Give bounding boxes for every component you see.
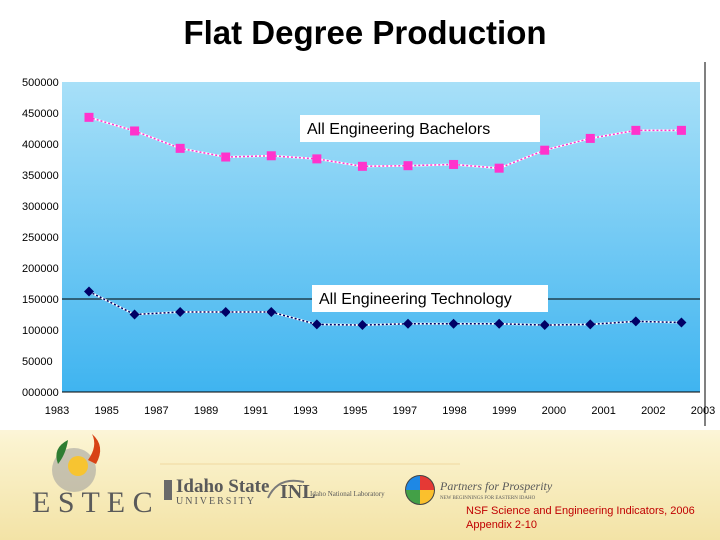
inl-name: Idaho National Laboratory bbox=[310, 490, 385, 498]
y-tick-label: 400000 bbox=[22, 139, 59, 151]
series-point-0 bbox=[403, 161, 413, 171]
series-point-0 bbox=[449, 159, 459, 169]
isu-logo: Idaho State UNIVERSITY bbox=[164, 476, 269, 507]
y-axis-ticks: 000000 50000 100000 150000 200000 250000 30000… bbox=[22, 77, 59, 399]
estec-logo: E S T E C bbox=[32, 434, 153, 519]
x-axis-ticks: 1983 1985 1987 1989 1991 1993 1995 1997 1998 1999… bbox=[45, 405, 715, 417]
series-layer bbox=[84, 112, 687, 331]
series-point-0 bbox=[221, 152, 231, 162]
estec-leaf-icon bbox=[56, 440, 68, 464]
series-point-1 bbox=[311, 319, 322, 330]
isu-emblem-icon bbox=[164, 480, 172, 500]
y-tick-label: 50000 bbox=[22, 356, 53, 368]
series-line-dashed-0 bbox=[88, 116, 682, 169]
series-point-0 bbox=[585, 133, 595, 143]
series-label-0: All Engineering Bachelors bbox=[307, 121, 490, 138]
partners-logo: Partners for Prosperity NEW BEGINNINGS F… bbox=[405, 475, 553, 505]
line-chart: 000000 50000 100000 150000 200000 250000 30000… bbox=[0, 60, 720, 430]
series-point-1 bbox=[494, 318, 505, 329]
y-tick-label: 300000 bbox=[22, 201, 59, 213]
series-point-0 bbox=[494, 163, 504, 173]
x-tick-label: 2000 bbox=[542, 405, 566, 417]
series-point-1 bbox=[585, 319, 596, 330]
x-tick-label: 1987 bbox=[144, 405, 168, 417]
isu-university: UNIVERSITY bbox=[176, 496, 256, 507]
inl-mark: INL bbox=[280, 481, 316, 503]
x-tick-label: 1983 bbox=[45, 405, 69, 417]
source-line-1: NSF Science and Engineering Indicators, … bbox=[466, 505, 695, 517]
y-tick-label: 450000 bbox=[22, 108, 59, 120]
x-tick-label: 1993 bbox=[293, 405, 317, 417]
series-point-1 bbox=[266, 307, 277, 318]
x-tick-label: 1995 bbox=[343, 405, 367, 417]
partners-quadrant-icon bbox=[420, 476, 434, 490]
source-line-2: Appendix 2-10 bbox=[466, 519, 537, 531]
estec-flame-icon bbox=[88, 434, 101, 464]
inl-swoosh-icon bbox=[267, 479, 305, 499]
series-point-1 bbox=[676, 317, 687, 328]
x-tick-label: 1991 bbox=[244, 405, 268, 417]
logo-bar: E S T E C Idaho State UNIVERSITY INL Ida… bbox=[32, 434, 553, 519]
series-point-1 bbox=[84, 286, 94, 297]
series-point-1 bbox=[403, 318, 413, 329]
series-point-1 bbox=[220, 307, 231, 318]
series-point-1 bbox=[630, 316, 641, 327]
y-tick-label: 500000 bbox=[22, 77, 59, 89]
partners-name: Partners for Prosperity bbox=[439, 479, 553, 493]
estec-wordmark: E S T E C bbox=[32, 486, 153, 519]
slide-title: Flat Degree Production bbox=[183, 14, 547, 51]
series-point-0 bbox=[266, 151, 276, 161]
y-tick-label: 250000 bbox=[22, 232, 59, 244]
y-tick-label: 100000 bbox=[22, 325, 59, 337]
estec-sun-icon bbox=[68, 456, 88, 476]
y-tick-label: 350000 bbox=[22, 170, 59, 182]
source-note: NSF Science and Engineering Indicators, … bbox=[466, 504, 695, 532]
series-point-1 bbox=[357, 320, 368, 331]
x-tick-label: 1985 bbox=[94, 405, 118, 417]
inl-logo: INL Idaho National Laboratory bbox=[267, 479, 385, 503]
series-line-dashed-1 bbox=[88, 290, 682, 326]
series-point-0 bbox=[540, 145, 550, 155]
annotations-layer: All Engineering Bachelors All Engineering… bbox=[300, 115, 548, 312]
x-tick-label: 1989 bbox=[194, 405, 218, 417]
series-point-0 bbox=[84, 112, 94, 122]
y-tick-label: 150000 bbox=[22, 294, 59, 306]
x-tick-label: 2001 bbox=[591, 405, 615, 417]
series-point-0 bbox=[357, 161, 367, 171]
series-label-box-0 bbox=[300, 115, 540, 142]
series-point-1 bbox=[129, 309, 140, 320]
partners-tagline: NEW BEGINNINGS FOR EASTERN IDAHO bbox=[440, 496, 536, 501]
series-label-box-1 bbox=[312, 285, 548, 312]
series-point-1 bbox=[539, 320, 550, 331]
x-tick-label: 2003 bbox=[691, 405, 715, 417]
partners-quadrant-icon-4 bbox=[406, 476, 420, 490]
series-point-0 bbox=[175, 143, 185, 153]
series-point-0 bbox=[631, 125, 641, 135]
x-tick-label: 2002 bbox=[641, 405, 665, 417]
x-tick-label: 1998 bbox=[442, 405, 466, 417]
series-point-1 bbox=[175, 307, 186, 318]
x-tick-label: 1999 bbox=[492, 405, 516, 417]
series-point-0 bbox=[130, 126, 140, 136]
y-tick-label: 200000 bbox=[22, 263, 59, 275]
series-label-1: All Engineering Technology bbox=[319, 291, 512, 308]
partners-quadrant-icon-3 bbox=[406, 490, 420, 504]
partners-quadrant-icon-2 bbox=[420, 490, 434, 504]
x-tick-label: 1997 bbox=[393, 405, 417, 417]
series-point-1 bbox=[448, 318, 459, 329]
series-point-0 bbox=[676, 125, 686, 135]
isu-name: Idaho State bbox=[176, 476, 269, 497]
y-tick-label: 000000 bbox=[22, 387, 59, 399]
series-point-0 bbox=[312, 154, 322, 164]
